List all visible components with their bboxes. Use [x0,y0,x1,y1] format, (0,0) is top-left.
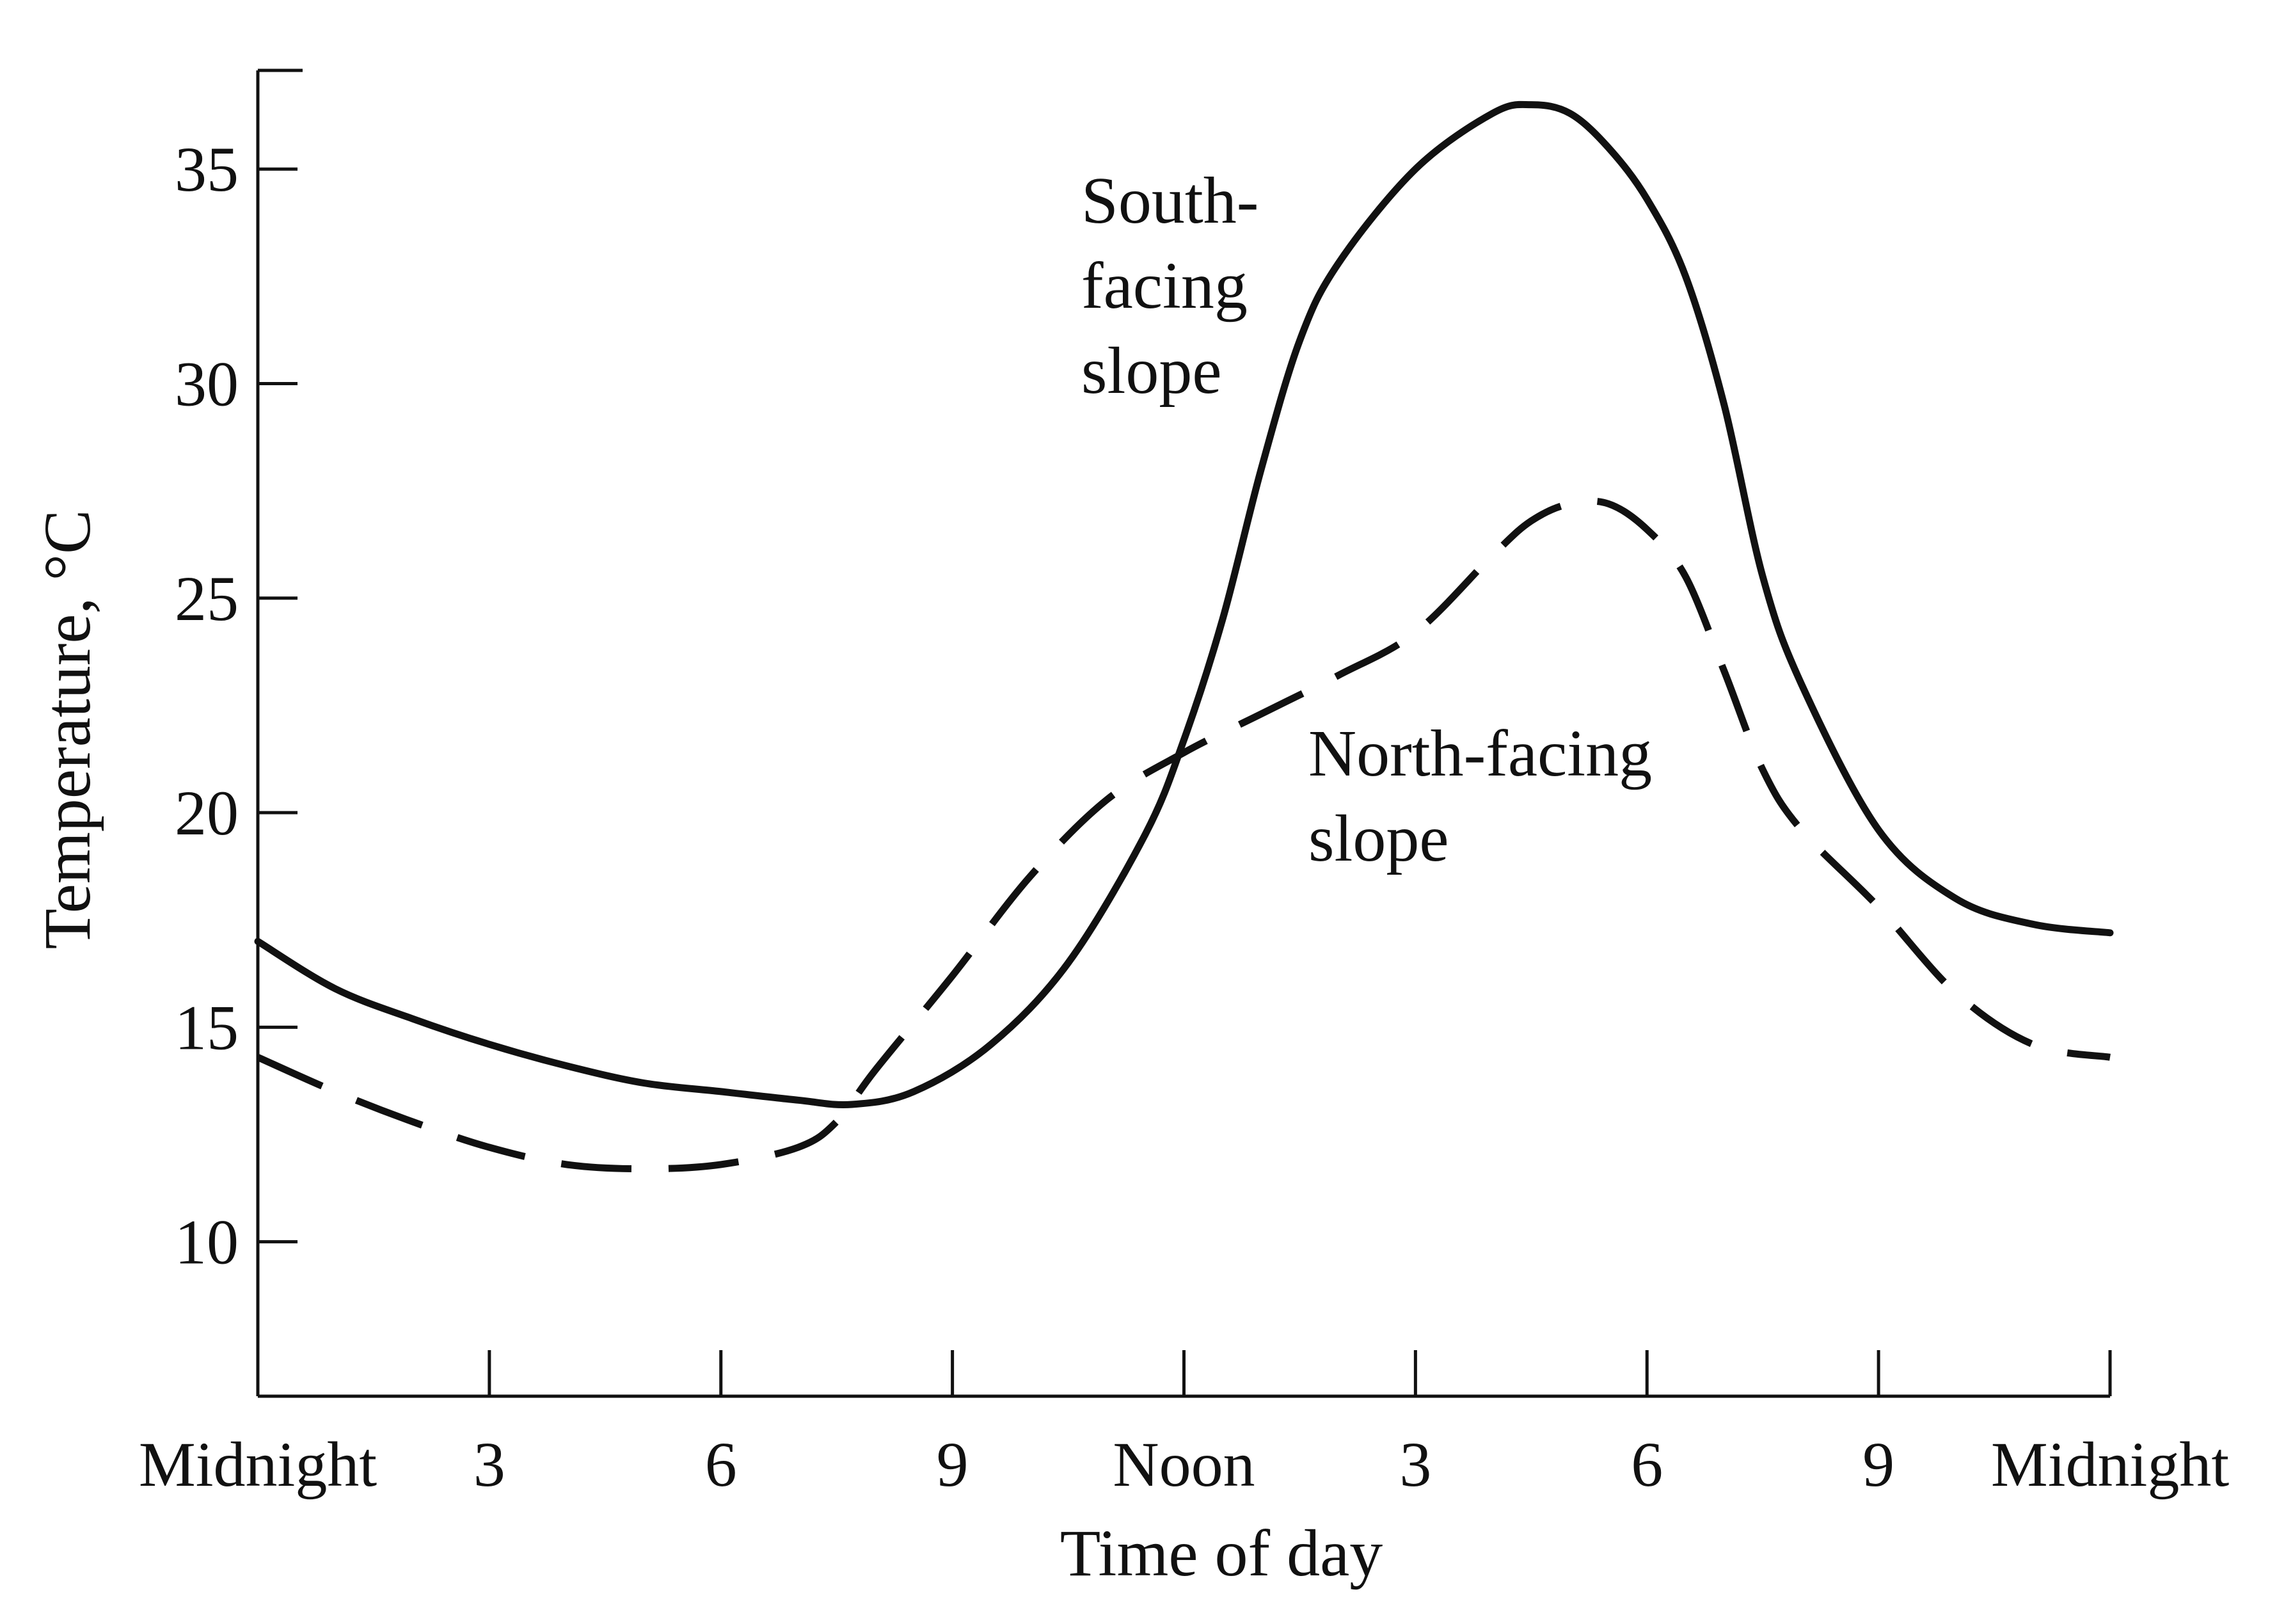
x-tick-label-3: 9 [937,1429,969,1500]
x-tick-label-6: 6 [1631,1429,1663,1500]
south-facing-slope-line [254,100,2114,1109]
north-facing-slope-line [256,497,2111,1173]
y-tick-label-35: 35 [175,134,239,205]
x-tick-label-7: 9 [1862,1429,1894,1500]
south-facing-slope-label: South- facing slope [1081,164,1275,408]
x-tick-label-1: 3 [473,1429,505,1500]
x-tick-label-5: 3 [1399,1429,1431,1500]
y-tick-label-20: 20 [175,777,239,848]
series-group [254,100,2114,1173]
x-tick-label-8: Midnight [1991,1429,2229,1500]
x-tick-label-4: Noon [1113,1429,1255,1500]
y-axis-title: Temperature, °C [31,510,104,950]
y-tick-label-10: 10 [175,1207,239,1278]
y-tick-label-30: 30 [175,349,239,420]
x-tick-label-2: 6 [705,1429,737,1500]
y-tick-label-15: 15 [175,992,239,1063]
y-tick-label-25: 25 [175,563,239,634]
ticks: 10 15 20 25 30 35 Midnight 3 6 9 Noon 3 6 9 Midnight [139,134,2229,1500]
x-axis-title: Time of day [1060,1517,1383,1590]
x-tick-label-0: Midnight [139,1429,377,1500]
north-facing-slope-label: North-facing slope [1308,717,1669,875]
